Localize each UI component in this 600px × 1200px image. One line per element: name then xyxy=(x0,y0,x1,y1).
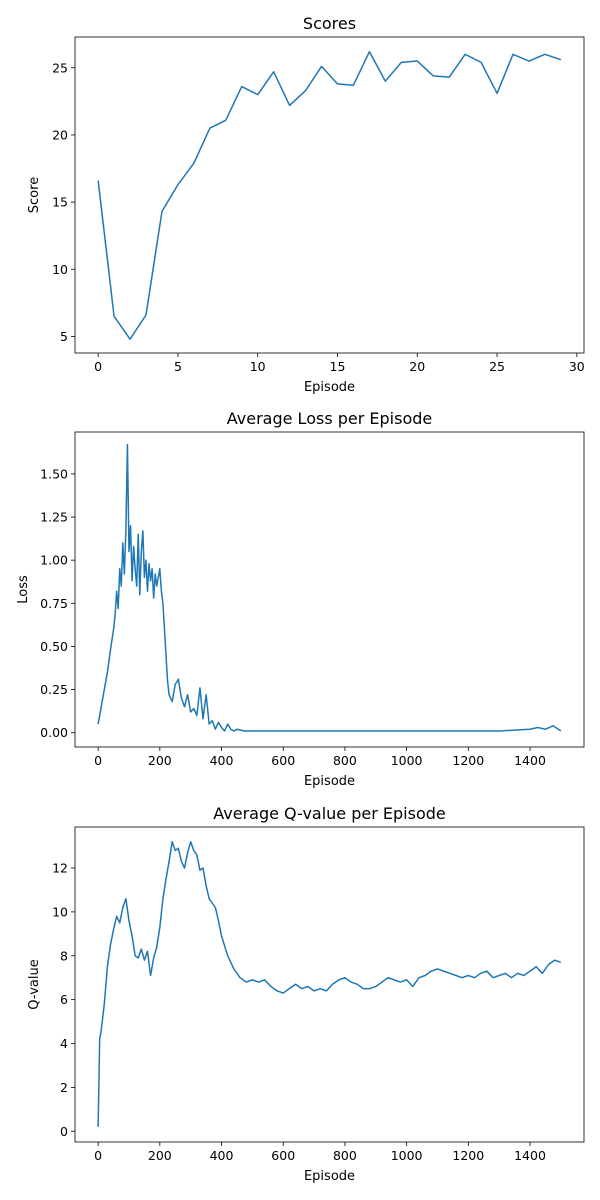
y-tick-label: 1.50 xyxy=(40,466,68,481)
x-tick-label: 30 xyxy=(569,359,585,374)
y-tick-label: 12 xyxy=(52,861,68,876)
x-tick-label: 1200 xyxy=(452,1148,484,1163)
x-tick-label: 1400 xyxy=(514,753,546,768)
x-tick-label: 1000 xyxy=(391,753,423,768)
y-tick-label: 0.75 xyxy=(40,596,68,611)
y-tick-label: 0 xyxy=(60,1124,68,1139)
x-tick-label: 20 xyxy=(409,359,425,374)
y-tick-label: 8 xyxy=(60,948,68,963)
x-tick-label: 0 xyxy=(94,1148,102,1163)
axes-frame xyxy=(74,826,585,1143)
series-line xyxy=(97,443,562,732)
y-tick-label: 1.00 xyxy=(40,553,68,568)
y-tick-label: 0.25 xyxy=(40,682,68,697)
chart-title: Average Loss per Episode xyxy=(227,409,432,428)
x-tick-label: 15 xyxy=(330,359,346,374)
y-tick-label: 5 xyxy=(60,329,68,344)
y-axis-label: Q-value xyxy=(27,959,42,1009)
y-axis-label: Loss xyxy=(16,575,31,604)
x-tick-label: 400 xyxy=(210,1148,234,1163)
series-line xyxy=(97,840,562,1127)
y-tick-label: 0.00 xyxy=(40,725,68,740)
chart-title: Scores xyxy=(303,14,356,33)
x-tick-label: 800 xyxy=(333,753,357,768)
chart-panel-2: Average Loss per Episode 0 200 400 600 800 100… xyxy=(16,409,585,789)
y-tick-label: 6 xyxy=(60,992,68,1007)
y-tick-label: 0.50 xyxy=(40,639,68,654)
x-tick-label: 1200 xyxy=(452,753,484,768)
series-line xyxy=(97,50,562,340)
y-tick-label: 10 xyxy=(52,904,68,919)
x-tick-label: 1400 xyxy=(514,1148,546,1163)
x-tick-label: 800 xyxy=(333,1148,357,1163)
x-axis-label: Episode xyxy=(304,1169,355,1184)
x-axis-label: Episode xyxy=(304,380,355,395)
y-tick-label: 15 xyxy=(52,195,68,210)
x-tick-label: 400 xyxy=(210,753,234,768)
y-tick-label: 20 xyxy=(52,127,68,142)
x-tick-label: 600 xyxy=(271,753,295,768)
x-tick-label: 200 xyxy=(148,1148,172,1163)
x-tick-label: 600 xyxy=(271,1148,295,1163)
y-tick-label: 10 xyxy=(52,262,68,277)
chart-panel-3: Average Q-value per Episode 0 200 400 600 800… xyxy=(27,804,585,1184)
y-tick-label: 4 xyxy=(60,1036,68,1051)
x-tick-label: 10 xyxy=(250,359,266,374)
chart-title: Average Q-value per Episode xyxy=(213,804,445,823)
x-tick-label: 25 xyxy=(489,359,505,374)
x-axis-label: Episode xyxy=(304,774,355,789)
axes-frame xyxy=(74,431,585,748)
axes-frame xyxy=(74,36,585,354)
y-tick-label: 25 xyxy=(52,60,68,75)
y-axis-label: Score xyxy=(27,177,42,213)
x-tick-label: 5 xyxy=(174,359,182,374)
y-tick-label: 2 xyxy=(60,1080,68,1095)
y-tick-label: 1.25 xyxy=(40,510,68,525)
x-tick-label: 1000 xyxy=(391,1148,423,1163)
x-tick-label: 0 xyxy=(94,359,102,374)
x-tick-label: 0 xyxy=(94,753,102,768)
x-tick-label: 200 xyxy=(148,753,172,768)
chart-panel-1: Scores 0 5 10 15 20 25 30 5 10 15 20 25 Episode Score xyxy=(27,14,585,395)
